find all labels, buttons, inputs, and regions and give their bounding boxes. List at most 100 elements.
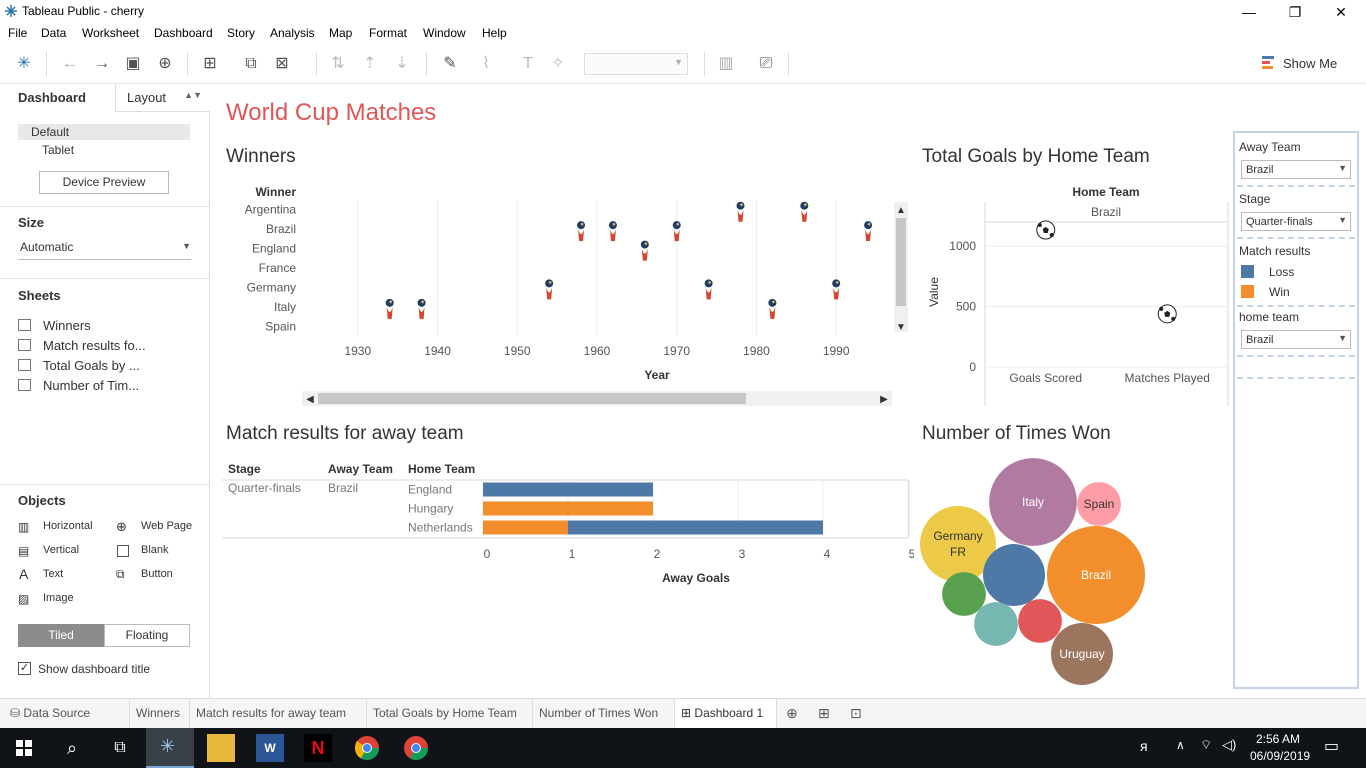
clock-date[interactable]: 06/09/2019 [1250,749,1311,763]
show-cards-icon[interactable]: ▥ [718,55,734,72]
show-me-icon[interactable] [1262,55,1276,69]
size-dropdown[interactable]: Automatic ▼ [18,238,191,260]
tab-total-goals[interactable]: Total Goals by Home Team [367,699,533,728]
size-heading: Size [18,215,45,230]
search-icon[interactable]: ⌕ [66,738,78,758]
new-worksheet-icon[interactable]: ⊞ [203,55,217,72]
trophy-point-icon [608,221,617,242]
device-tablet[interactable]: Tablet [42,143,75,157]
people-icon[interactable]: ᴙ [1140,738,1148,754]
highlight-icon[interactable]: ✎ [443,55,457,72]
group-icon[interactable]: ⌇ [482,55,490,72]
task-view-icon[interactable]: ⧉ [114,739,126,756]
taskbar-tableau[interactable]: ✳ [146,728,194,768]
wifi-icon[interactable]: ⌔ [1200,737,1213,752]
match-results-chart[interactable]: Stage Away Team Home Team Quarter-finals Bra… [222,458,914,590]
windows-start-icon[interactable] [10,734,38,762]
redo-icon[interactable]: → [94,55,110,72]
category-label: Goals Scored [1009,371,1082,385]
new-dashboard-tab-icon[interactable]: ⊞ [818,705,830,721]
minimize-button[interactable]: — [1242,4,1256,20]
duplicate-sheet-icon[interactable]: ⧉ [245,55,257,72]
winners-chart[interactable]: Winner 1930 1940 1950 1960 1970 1980 1990 Argent… [222,180,914,410]
tableau-logo-icon [5,5,17,17]
legend-item-loss[interactable]: Loss [1241,264,1351,280]
tab-dashboard[interactable]: Dashboard [0,84,115,112]
object-text[interactable]: A Text [19,566,64,582]
show-hidden-icons-icon[interactable]: ∧ [1176,738,1185,752]
clock-time[interactable]: 2:56 AM [1256,732,1301,746]
menu-bar: File Data Worksheet Dashboard Story Anal… [0,24,1366,44]
show-me-button[interactable]: Show Me [1283,56,1338,71]
menu-file[interactable]: File [8,26,28,40]
object-web-page[interactable]: ⊕ Web Page [116,519,193,534]
menu-window[interactable]: Window [423,26,466,40]
sheet-item-winners[interactable]: Winners [18,317,198,335]
show-title-checkbox[interactable]: ✓ Show dashboard title [18,662,151,676]
object-image[interactable]: ▨ Image [18,592,74,606]
x-tick-label: 1940 [424,344,451,358]
y-axis-title: Value [927,277,941,307]
x-tick-label: 1930 [344,344,371,358]
notifications-icon[interactable]: ▭ [1324,738,1340,755]
object-horizontal[interactable]: ▥ Horizontal [18,520,93,534]
total-goals-chart[interactable]: Home Team Brazil 0 500 1000 Value Goals Scored… [920,180,1230,408]
netflix-icon[interactable]: N [304,734,332,762]
object-button[interactable]: ⧉ Button [116,567,173,581]
tab-winners[interactable]: Winners [130,699,190,728]
floating-button[interactable]: Floating [104,624,190,647]
tab-dashboard-1[interactable]: ⊞ Dashboard 1 [675,699,777,728]
clear-sheet-icon[interactable]: ⊠ [275,55,289,72]
home-team-filter[interactable]: Brazil ▼ [1241,330,1351,349]
undo-icon[interactable]: ← [62,55,78,72]
menu-map[interactable]: Map [329,26,353,40]
menu-story[interactable]: Story [227,26,256,40]
tab-layout[interactable]: Layout ▲▼ [115,84,210,112]
menu-analysis[interactable]: Analysis [270,26,315,40]
bubble-label: Spain [1084,497,1115,511]
bubble [920,506,996,582]
presentation-mode-icon[interactable]: ⎚ [759,55,773,72]
fit-dropdown[interactable]: ▼ [584,53,688,75]
tableau-home-icon[interactable]: ✳ [17,55,31,72]
menu-worksheet[interactable]: Worksheet [82,26,140,40]
device-preview-button[interactable]: Device Preview [39,171,169,194]
new-data-source-icon[interactable]: ⊕ [158,55,172,72]
file-explorer-icon[interactable] [207,734,235,762]
object-vertical[interactable]: ▤ Vertical [18,544,80,558]
close-button[interactable]: ✕ [1335,4,1347,20]
volume-icon[interactable]: ◁) [1222,737,1237,752]
sort-ascending-icon[interactable]: ⇡ [363,55,377,72]
device-default[interactable]: Default [18,124,190,140]
sort-descending-icon[interactable]: ⇣ [395,55,409,72]
menu-help[interactable]: Help [482,26,507,40]
menu-format[interactable]: Format [369,26,408,40]
swap-icon[interactable]: ⇅ [331,55,345,72]
save-icon[interactable]: ▣ [125,55,141,72]
tab-times-won[interactable]: Number of Times Won [533,699,675,728]
tab-match-results[interactable]: Match results for away team [190,699,367,728]
times-won-chart[interactable]: Italy Spain Germany FR Brazil Uruguay [916,454,1156,690]
sheet-item-times-won[interactable]: Number of Tim... [18,377,198,395]
label-icon[interactable]: T [523,55,533,72]
word-icon[interactable]: W [256,734,284,762]
sheet-item-total-goals[interactable]: Total Goals by ... [18,357,198,375]
tiled-button[interactable]: Tiled [18,624,104,647]
new-story-tab-icon[interactable]: ⊡ [850,705,862,721]
home-team-label: Netherlands [408,521,473,535]
chrome-profile-icon[interactable] [402,734,430,762]
chrome-icon[interactable] [353,734,381,762]
tab-data-source[interactable]: ⛁ Data Source [0,699,130,728]
menu-data[interactable]: Data [41,26,67,40]
legend-item-win[interactable]: Win [1241,284,1351,300]
bubble-label: Germany [933,529,982,543]
maximize-button[interactable]: ❐ [1288,4,1302,20]
pin-icon[interactable]: ✧ [551,55,565,72]
menu-dashboard[interactable]: Dashboard [154,26,213,40]
object-blank[interactable]: Blank [116,542,206,560]
sheet-item-match-results[interactable]: Match results fo... [18,337,198,355]
new-worksheet-tab-icon[interactable]: ⊕ [786,705,798,721]
total-goals-title: Total Goals by Home Team [922,146,1150,167]
away-team-filter[interactable]: Brazil ▼ [1241,160,1351,179]
stage-filter[interactable]: Quarter-finals ▼ [1241,212,1351,231]
